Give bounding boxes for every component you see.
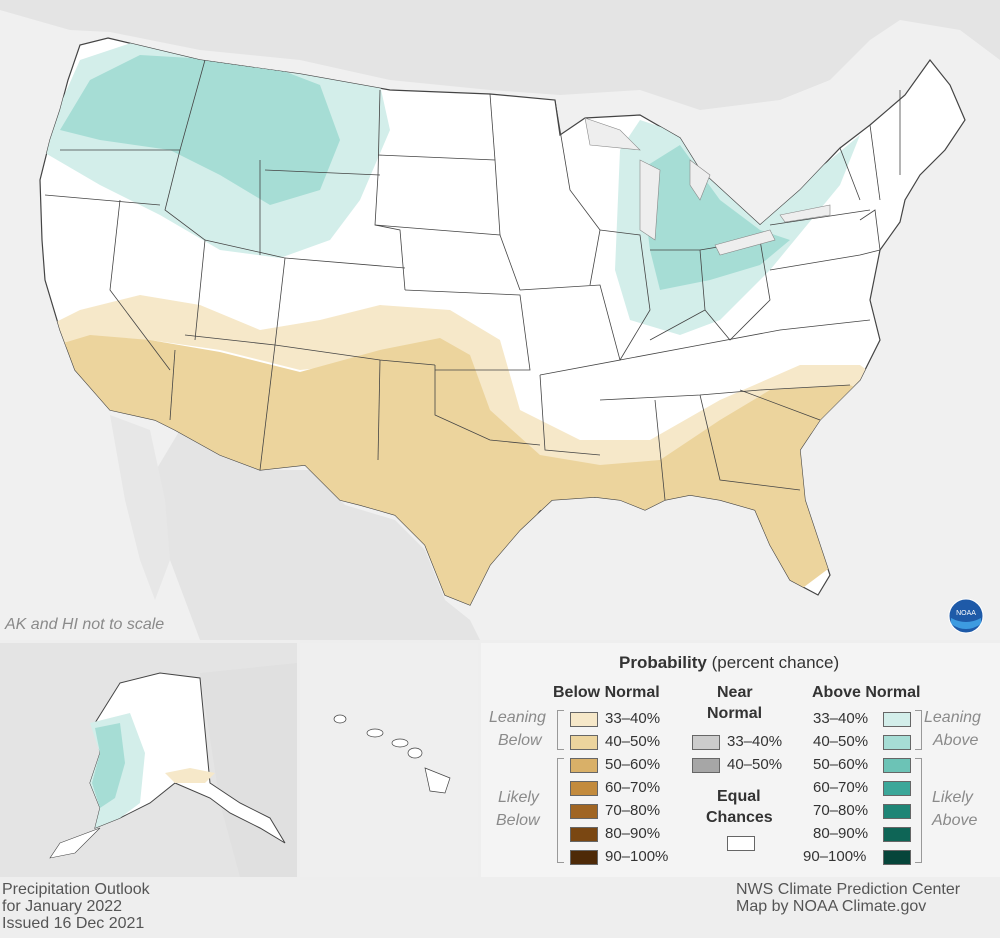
above-label-5: 70–80% — [813, 802, 869, 819]
footer-left: Precipitation Outlook for January 2022 I… — [2, 881, 150, 932]
likely-above-label-1: Likely — [932, 789, 973, 806]
above-label-6: 80–90% — [813, 825, 869, 842]
below-swatch-3 — [570, 758, 598, 773]
map-scale-note: AK and HI not to scale — [5, 616, 165, 633]
legend-title: Probability (percent chance) — [619, 653, 839, 673]
above-swatch-5 — [883, 804, 911, 819]
leaning-above-label-2: Above — [933, 732, 979, 749]
above-label-4: 60–70% — [813, 779, 869, 796]
legend-title-bold: Probability — [619, 653, 707, 672]
near-normal-header-line2: Normal — [707, 705, 763, 722]
below-label-5: 70–80% — [605, 802, 661, 819]
outlook-period: for January 2022 — [2, 898, 123, 915]
below-swatch-7 — [570, 850, 598, 865]
below-swatch-5 — [570, 804, 598, 819]
near-swatch-1 — [692, 735, 720, 750]
footer-right: NWS Climate Prediction Center Map by NOA… — [736, 881, 960, 915]
near-swatch-2 — [692, 758, 720, 773]
below-label-1: 33–40% — [605, 710, 661, 727]
equal-chances-line2: Chances — [706, 809, 773, 826]
likely-above-label-2: Above — [932, 812, 978, 829]
above-swatch-4 — [883, 781, 911, 796]
leaning-below-label-2: Below — [498, 732, 542, 749]
below-label-6: 80–90% — [605, 825, 661, 842]
legend: Probability (percent chance) Below Norma… — [481, 643, 1000, 877]
hawaii-panel — [300, 643, 478, 877]
alaska-panel — [0, 643, 297, 877]
leaning-above-bracket — [915, 710, 922, 750]
below-swatch-4 — [570, 781, 598, 796]
equal-chances-swatch — [727, 836, 755, 851]
above-swatch-1 — [883, 712, 911, 727]
noaa-logo-text: NOAA — [956, 610, 976, 617]
equal-chances-line1: Equal — [717, 788, 761, 805]
near-label-2: 40–50% — [727, 756, 783, 773]
near-normal-header-line1: Near — [717, 684, 753, 701]
near-label-1: 33–40% — [727, 733, 783, 750]
below-swatch-1 — [570, 712, 598, 727]
below-label-2: 40–50% — [605, 733, 661, 750]
above-label-7: 90–100% — [803, 848, 867, 865]
conus-map — [0, 0, 1000, 640]
leaning-below-label-1: Leaning — [489, 709, 546, 726]
alaska-map — [0, 643, 297, 877]
below-label-4: 60–70% — [605, 779, 661, 796]
above-swatch-6 — [883, 827, 911, 842]
issue-date: Issued 16 Dec 2021 — [2, 915, 145, 932]
above-label-2: 40–50% — [813, 733, 869, 750]
below-swatch-2 — [570, 735, 598, 750]
credit-climate-gov: Map by NOAA Climate.gov — [736, 898, 927, 915]
above-swatch-3 — [883, 758, 911, 773]
outlook-title: Precipitation Outlook — [2, 881, 150, 898]
above-label-1: 33–40% — [813, 710, 869, 727]
above-swatch-7 — [883, 850, 911, 865]
legend-title-rest: (percent chance) — [706, 653, 840, 672]
below-label-3: 50–60% — [605, 756, 661, 773]
below-normal-header: Below Normal — [553, 684, 660, 701]
credit-cpc: NWS Climate Prediction Center — [736, 881, 961, 898]
noaa-logo: NOAA — [948, 598, 984, 634]
likely-below-label-1: Likely — [498, 789, 539, 806]
leaning-below-bracket — [557, 710, 564, 750]
above-swatch-2 — [883, 735, 911, 750]
leaning-above-label-1: Leaning — [924, 709, 981, 726]
likely-below-bracket — [557, 758, 564, 863]
above-normal-header: Above Normal — [812, 684, 921, 701]
likely-above-bracket — [915, 758, 922, 863]
above-label-3: 50–60% — [813, 756, 869, 773]
below-swatch-6 — [570, 827, 598, 842]
likely-below-label-2: Below — [496, 812, 540, 829]
hawaii-map — [300, 643, 478, 877]
below-label-7: 90–100% — [605, 848, 669, 865]
